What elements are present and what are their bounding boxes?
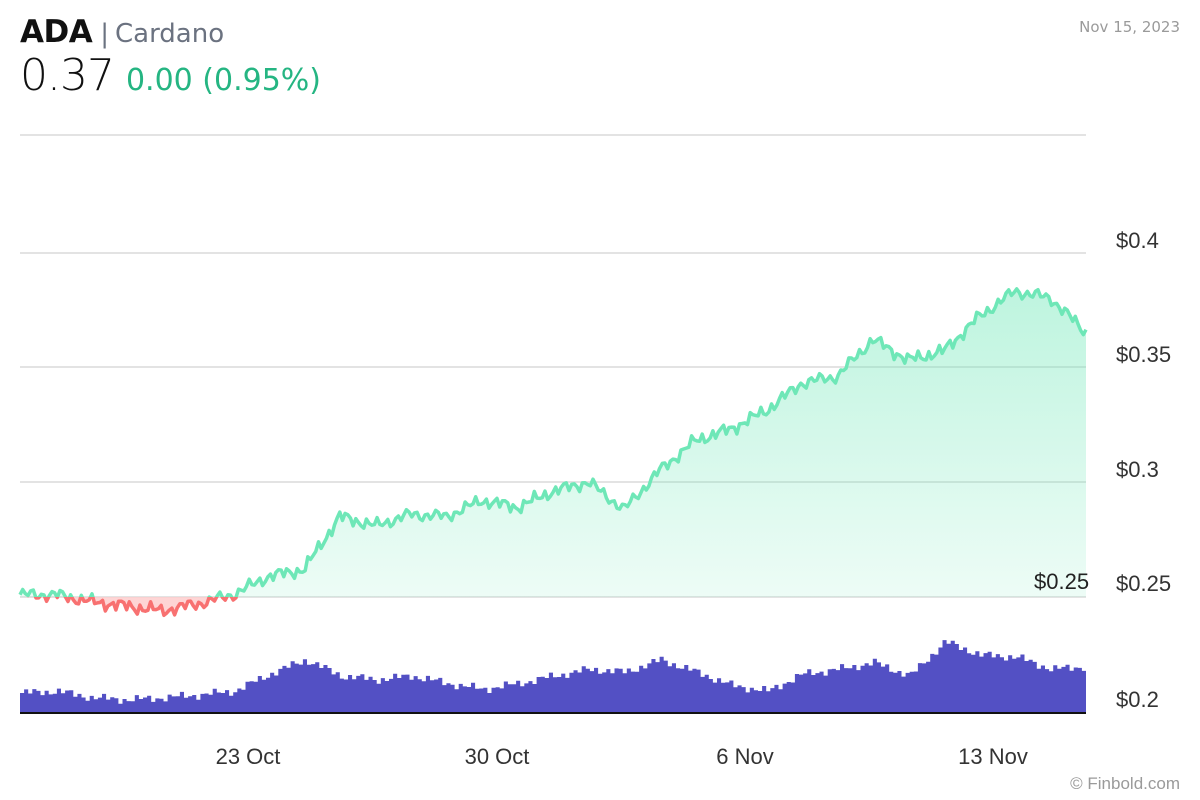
y-tick-label: $0.4 (1116, 228, 1159, 253)
asset-name: Cardano (114, 19, 225, 49)
volume-bars (20, 640, 1086, 712)
x-tick-label: 23 Oct (215, 744, 281, 769)
chart-date: Nov 15, 2023 (1079, 18, 1180, 36)
price-area-down (20, 597, 1086, 616)
header: ADA | Cardano 0.37 0.00 (0.95%) (20, 14, 321, 101)
price-area-fill-up (20, 288, 1086, 597)
y-tick-label: $0.35 (1116, 342, 1172, 367)
price-line-up (18, 287, 1088, 597)
y-tick-label: $0.25 (1116, 571, 1172, 596)
current-price: 0.37 (20, 50, 115, 101)
title-separator: | (100, 19, 109, 49)
x-tick-label: 6 Nov (716, 744, 774, 769)
price-line-down-path (27, 597, 238, 618)
copyright-credit: © Finbold.com (1070, 774, 1180, 793)
price-row: 0.37 0.00 (0.95%) (20, 50, 321, 101)
title-row: ADA | Cardano (20, 14, 321, 50)
price-line-up-path (18, 287, 1088, 597)
y-tick-label: $0.3 (1116, 457, 1159, 482)
price-line-down (27, 597, 238, 618)
price-area-fill-down (20, 597, 1086, 616)
x-tick-label: 13 Nov (958, 744, 1028, 769)
price-area-up (20, 288, 1086, 597)
price-change: 0.00 (0.95%) (125, 63, 322, 98)
x-tick-label: 30 Oct (464, 744, 530, 769)
volume-area (20, 640, 1086, 712)
ticker-symbol: ADA (20, 14, 93, 50)
y-tick-label: $0.2 (1116, 687, 1159, 712)
reference-price-label: $0.25 (1034, 569, 1090, 594)
